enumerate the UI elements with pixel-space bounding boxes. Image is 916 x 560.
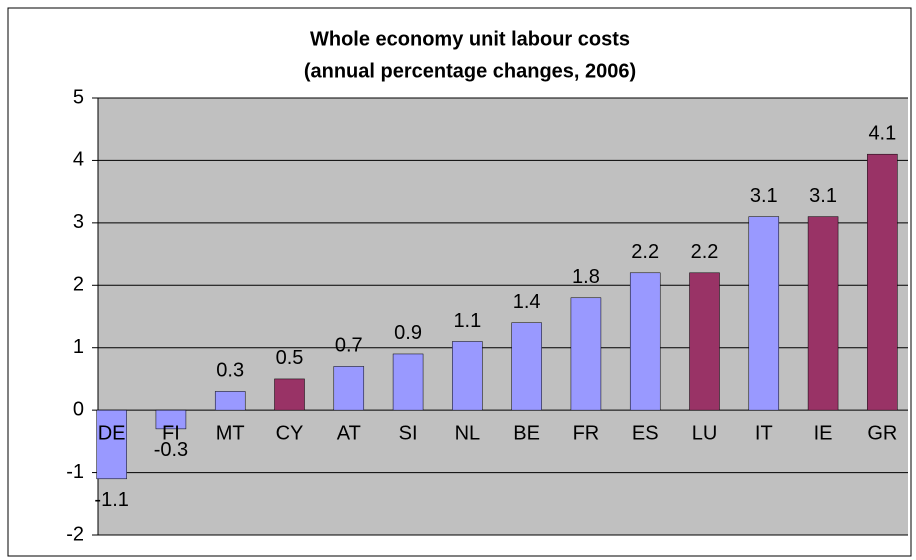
x-tick-label: SI xyxy=(399,422,418,444)
x-tick-label: IT xyxy=(755,422,773,444)
y-tick-label: -1 xyxy=(66,461,84,483)
data-label: 2.2 xyxy=(631,241,659,263)
data-label: 1.8 xyxy=(572,266,600,288)
data-label: 1.4 xyxy=(513,291,541,313)
data-label: -0.3 xyxy=(154,439,188,461)
bar xyxy=(867,153,898,411)
data-label: 0.9 xyxy=(394,322,422,344)
x-tick-label: MT xyxy=(216,422,245,444)
bar xyxy=(807,216,839,411)
bar xyxy=(96,409,127,480)
data-label: 0.3 xyxy=(216,360,244,382)
bar xyxy=(689,272,720,411)
bar xyxy=(570,297,602,411)
x-tick-label: LU xyxy=(692,422,718,444)
x-tick-label: BE xyxy=(513,422,540,444)
bar xyxy=(333,366,365,411)
data-label: 1.1 xyxy=(453,310,481,332)
data-label: 0.7 xyxy=(335,335,363,357)
y-tick-label: 0 xyxy=(73,398,84,420)
bar xyxy=(748,216,780,411)
bar xyxy=(392,353,424,411)
x-tick-label: ES xyxy=(632,422,659,444)
bar xyxy=(629,272,661,411)
x-tick-label: FR xyxy=(573,422,600,444)
bar xyxy=(274,378,305,411)
x-tick-label: IE xyxy=(814,422,833,444)
chart-title: Whole economy unit labour costs xyxy=(310,28,630,50)
x-tick-label: GR xyxy=(867,422,897,444)
bar xyxy=(452,341,483,411)
data-label: -1.1 xyxy=(94,489,128,511)
plot-area xyxy=(98,98,908,535)
y-tick-label: 5 xyxy=(73,86,84,108)
x-tick-label: CY xyxy=(276,422,304,444)
y-tick-label: 4 xyxy=(73,149,84,171)
data-label: 3.1 xyxy=(750,185,778,207)
data-label: 2.2 xyxy=(691,241,719,263)
x-tick-label: AT xyxy=(337,422,361,444)
data-label: 3.1 xyxy=(809,185,837,207)
bar xyxy=(511,322,542,411)
y-tick-label: 1 xyxy=(73,336,84,358)
x-tick-label: DE xyxy=(98,422,126,444)
bar xyxy=(155,409,187,430)
chart-subtitle: (annual percentage changes, 2006) xyxy=(304,60,636,82)
data-label: 0.5 xyxy=(276,347,304,369)
data-label: 4.1 xyxy=(868,122,896,144)
y-tick-label: 2 xyxy=(73,274,84,296)
y-tick-label: 3 xyxy=(73,211,84,233)
bar xyxy=(214,391,246,411)
x-tick-label: FI xyxy=(162,422,180,444)
y-tick-label: -2 xyxy=(66,523,84,545)
x-tick-label: NL xyxy=(455,422,481,444)
